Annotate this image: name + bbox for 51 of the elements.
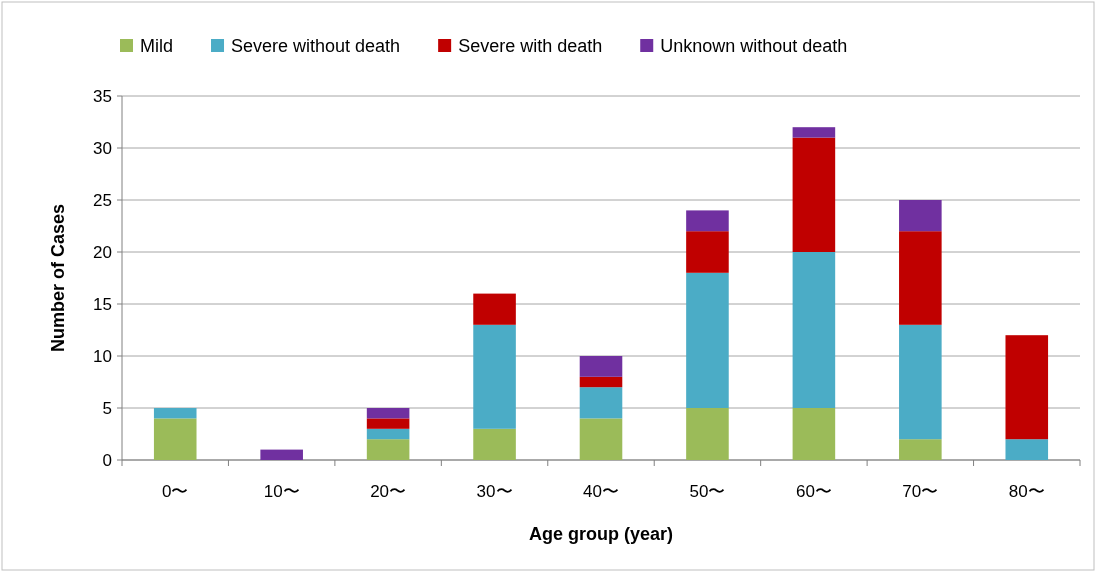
legend-label: Mild: [140, 36, 174, 56]
bar: [686, 231, 729, 273]
y-axis-title: Number of Cases: [48, 203, 68, 353]
bar: [366, 428, 410, 440]
x-tick-label: 60〜: [795, 482, 832, 501]
bar: [366, 418, 410, 429]
y-tick-label: 10: [93, 347, 112, 366]
bar: [579, 418, 623, 460]
y-tick-label: 15: [93, 295, 112, 314]
x-axis-title: Age group (year): [528, 524, 674, 544]
bar: [579, 356, 623, 377]
x-tick-label: 0〜: [161, 482, 189, 501]
bar: [579, 387, 623, 419]
bar: [366, 439, 410, 460]
bar: [686, 272, 729, 408]
legend-label: Severe without death: [231, 36, 401, 56]
x-tick-label: 30〜: [476, 482, 513, 501]
legend-label: Unknown without death: [660, 36, 848, 56]
bar: [899, 439, 942, 460]
y-tick-label: 20: [93, 243, 112, 262]
bar: [473, 293, 516, 325]
bar: [153, 408, 197, 419]
x-tick-label: 10〜: [263, 482, 300, 501]
bar: [260, 449, 303, 460]
x-tick-label: 20〜: [370, 482, 407, 501]
y-tick-label: 0: [102, 451, 112, 470]
y-tick-label: 35: [93, 87, 112, 106]
bar: [1005, 335, 1049, 440]
bar: [366, 408, 410, 419]
y-tick-label: 30: [93, 139, 112, 158]
x-tick-label: 80〜: [1008, 482, 1045, 501]
legend-label: Severe with death: [458, 36, 603, 56]
bar: [792, 127, 836, 138]
bar: [792, 252, 836, 408]
x-tick-label: 70〜: [902, 482, 939, 501]
x-tick-label: 40〜: [583, 482, 619, 501]
bar: [473, 428, 516, 460]
bar: [792, 408, 836, 460]
bar: [686, 408, 729, 460]
bar: [153, 418, 197, 460]
y-tick-label: 25: [93, 191, 112, 210]
y-tick-label: 5: [102, 399, 112, 418]
bar: [899, 231, 942, 325]
bar: [579, 376, 623, 388]
bar: [686, 210, 729, 232]
bar: [473, 324, 516, 429]
bar: [1005, 439, 1049, 460]
bar: [792, 137, 836, 252]
bar: [899, 324, 942, 440]
bar: [899, 200, 942, 232]
x-tick-label: 50〜: [689, 482, 726, 501]
